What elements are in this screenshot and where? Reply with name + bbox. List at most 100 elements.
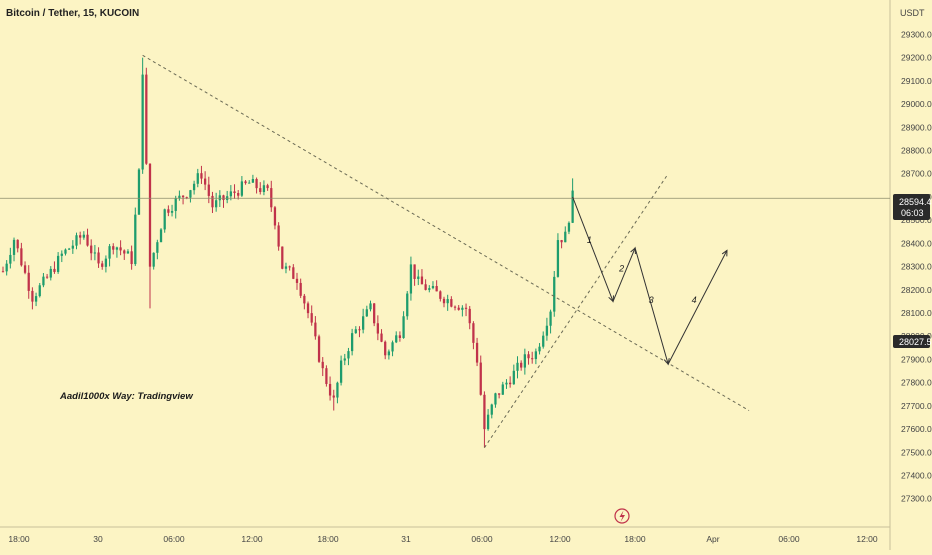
candle-body bbox=[428, 288, 431, 290]
candle-body bbox=[332, 395, 335, 398]
candle-body bbox=[90, 245, 93, 254]
candle-body bbox=[5, 263, 8, 272]
time-tick-label: 12:00 bbox=[241, 534, 263, 544]
candle-body bbox=[358, 329, 361, 331]
candle-body bbox=[435, 286, 438, 292]
candle-body bbox=[31, 290, 34, 302]
candle-body bbox=[560, 240, 563, 243]
candle-body bbox=[281, 246, 284, 269]
candle-body bbox=[115, 247, 119, 250]
price-tick-label: 27700.0 bbox=[901, 401, 932, 411]
author-watermark: Aadil1000x Way: Tradingview bbox=[59, 391, 193, 402]
candle-body bbox=[137, 169, 141, 215]
time-tick-label: 12:00 bbox=[856, 534, 878, 544]
candle-body bbox=[240, 181, 244, 196]
candle-body bbox=[16, 239, 19, 249]
candle-body bbox=[259, 188, 262, 192]
candle-body bbox=[571, 190, 574, 223]
price-tick-label: 28500.0 bbox=[901, 215, 932, 225]
candle-body bbox=[365, 309, 368, 317]
candle-body bbox=[130, 251, 133, 265]
candle-body bbox=[494, 393, 497, 405]
candle-body bbox=[391, 342, 394, 352]
candle-body bbox=[148, 163, 152, 267]
candle-body bbox=[215, 200, 218, 208]
time-tick-label: Apr bbox=[706, 534, 719, 544]
price-tick-label: 28700.0 bbox=[901, 169, 932, 179]
projection-arrowhead bbox=[608, 295, 615, 303]
lightning-event-icon[interactable] bbox=[614, 508, 630, 524]
candle-body bbox=[527, 354, 530, 359]
candle-body bbox=[501, 384, 504, 395]
candle-body bbox=[229, 191, 232, 197]
symbol-title[interactable]: Bitcoin / Tether, 15, KUCOIN bbox=[6, 8, 139, 19]
price-tick-label: 29100.0 bbox=[901, 76, 932, 86]
time-tick-label: 06:00 bbox=[163, 534, 185, 544]
candle-body bbox=[56, 255, 60, 272]
candle-body bbox=[564, 231, 567, 243]
candle-body bbox=[523, 354, 526, 368]
price-tick-label: 28100.0 bbox=[901, 308, 932, 318]
price-axis-currency: USDT bbox=[900, 8, 925, 18]
candle-body bbox=[237, 193, 240, 196]
price-tick-label: 28400.0 bbox=[901, 238, 932, 248]
candle-body bbox=[152, 252, 155, 267]
candle-body bbox=[317, 336, 321, 362]
price-tick-label: 27900.0 bbox=[901, 354, 932, 364]
projection-arrowhead bbox=[721, 249, 728, 257]
wave-label: 2 bbox=[618, 264, 624, 274]
candle-body bbox=[505, 382, 508, 385]
candle-body bbox=[439, 291, 442, 299]
candle-body bbox=[457, 307, 460, 310]
candle-body bbox=[145, 74, 148, 164]
candle-body bbox=[273, 207, 277, 226]
candle-body bbox=[339, 360, 343, 383]
candle-body bbox=[53, 268, 56, 272]
last-price-box bbox=[893, 194, 930, 220]
candle-body bbox=[545, 325, 549, 336]
candle-body bbox=[553, 276, 556, 312]
candle-body bbox=[516, 362, 519, 371]
candle-body bbox=[354, 329, 357, 334]
candle-body bbox=[531, 358, 534, 360]
dashed-trendline[interactable] bbox=[484, 173, 669, 448]
price-tick-label: 27400.0 bbox=[901, 471, 932, 481]
candle-body bbox=[255, 179, 258, 189]
candle-body bbox=[450, 299, 453, 307]
candle-body bbox=[126, 251, 130, 254]
candle-body bbox=[68, 248, 71, 250]
candle-body bbox=[270, 188, 273, 208]
candle-body bbox=[538, 346, 541, 352]
candle-body bbox=[468, 308, 471, 324]
candle-body bbox=[97, 252, 100, 264]
candle-body bbox=[196, 173, 199, 184]
price-tick-label: 27500.0 bbox=[901, 447, 932, 457]
candle-body bbox=[413, 264, 416, 279]
candle-body bbox=[101, 263, 104, 267]
candle-body bbox=[369, 303, 372, 310]
candle-body bbox=[472, 323, 475, 343]
marker-price-label: 28027.5 bbox=[893, 335, 932, 348]
time-axis[interactable]: 18:00 30 06:00 12:00 18:00 31 06:00 12:00 18:00 A… bbox=[8, 534, 878, 544]
candle-body bbox=[464, 307, 468, 309]
marker-price-value: 28027.5 bbox=[899, 337, 932, 347]
candle-body bbox=[159, 229, 163, 243]
candle-body bbox=[373, 303, 376, 324]
candle-body bbox=[343, 358, 346, 361]
candle-body bbox=[185, 197, 188, 199]
candle-body bbox=[424, 284, 427, 290]
marker-price-box bbox=[893, 335, 930, 348]
candle-body bbox=[218, 195, 221, 201]
candle-body bbox=[288, 266, 291, 268]
candle-body bbox=[211, 195, 214, 208]
candle-body bbox=[71, 245, 74, 249]
candle-body bbox=[93, 252, 97, 254]
price-axis[interactable]: 27300.0 27400.0 27500.0 27600.0 27700.0 27800… bbox=[901, 29, 932, 503]
time-tick-label: 30 bbox=[93, 534, 103, 544]
candle-body bbox=[567, 222, 571, 232]
candle-body bbox=[207, 184, 210, 196]
time-tick-label: 18:00 bbox=[317, 534, 339, 544]
candle-body bbox=[442, 298, 446, 304]
time-tick-label: 06:00 bbox=[778, 534, 800, 544]
